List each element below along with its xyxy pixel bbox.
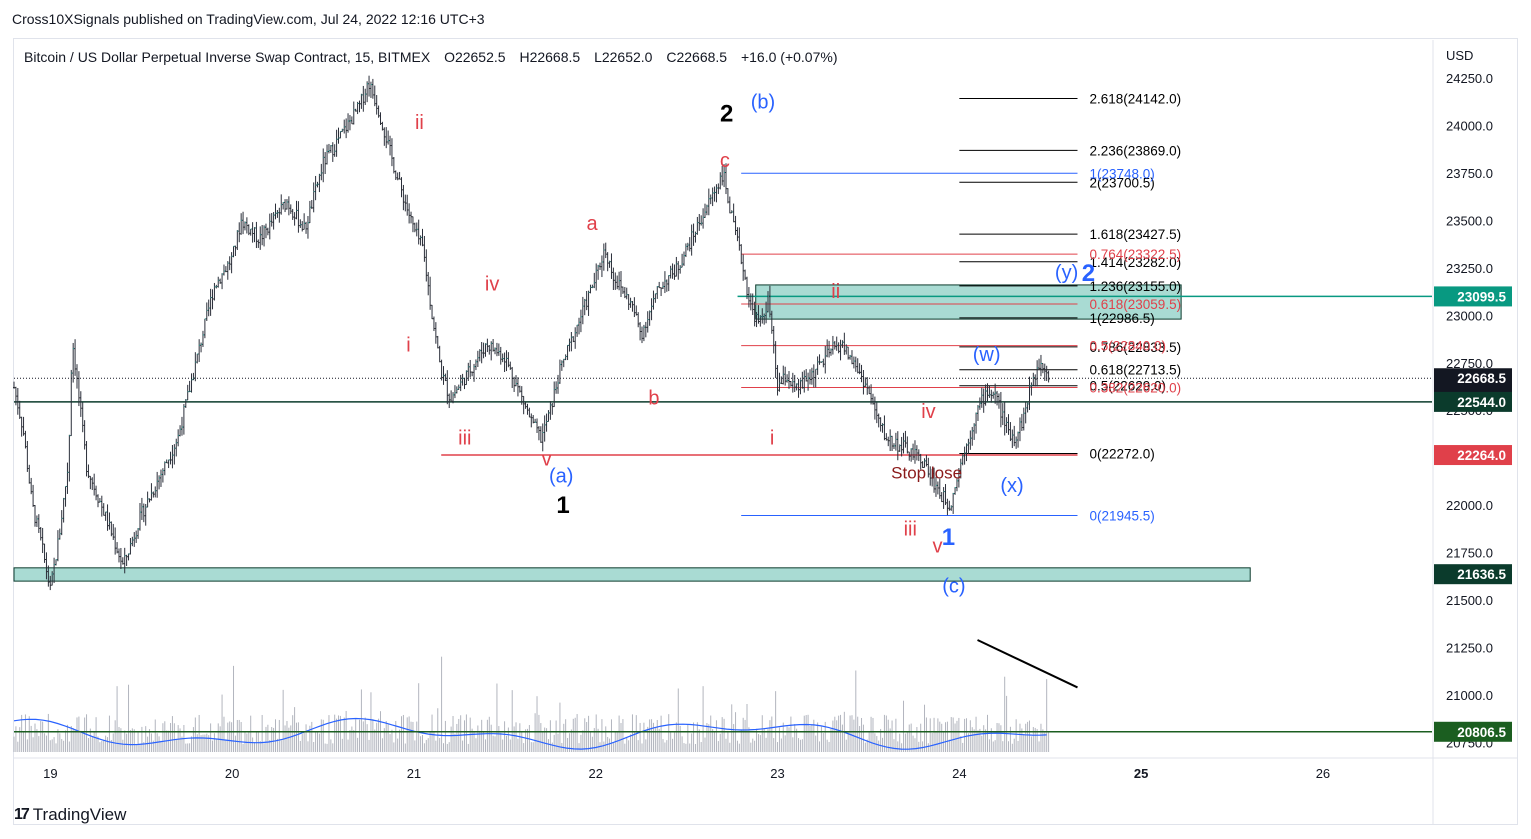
wave-label: iii [458,427,471,449]
wave-label: (c) [942,576,965,598]
wave-label: ii [415,112,424,134]
fib-level-label: 0.382(22620.0) [1090,380,1182,395]
wave-label: (b) [751,91,775,113]
fib-level-label: 1(22986.5) [1090,311,1155,326]
wave-label: (w) [973,344,1001,366]
price-tag-box [1434,564,1512,585]
y-tick-label: 23250.0 [1446,261,1493,276]
y-tick-label: 23000.0 [1446,308,1493,323]
zones-layer [13,284,1251,582]
x-tick-label: 21 [407,766,421,781]
wave-label: b [648,388,659,410]
wave-label: 2 [720,101,733,128]
wave-label: 2 [1082,260,1095,287]
fib-level-label: 2.236(23869.0) [1090,143,1182,158]
y-tick-label: 21250.0 [1446,641,1493,656]
wave-label: iii [904,519,917,541]
wave-label: Stop lose [891,464,962,483]
y-tick-label: 24000.0 [1446,118,1493,133]
volume-layer [13,656,1050,752]
y-tick-label: 21750.0 [1446,546,1493,561]
wave-label: (y) [1055,262,1078,284]
price-tag-label: 22668.5 [1457,371,1506,386]
fib-level-label: 1.236(23155.0) [1090,279,1182,294]
chart-frame [13,38,1518,825]
x-tick-label: 22 [589,766,603,781]
fib-level-label: 0.618(22713.5) [1090,363,1182,378]
fib-level-label: 0(21945.5) [1090,509,1155,524]
open-value: O22652.5 [444,49,506,65]
wave-label: (a) [549,465,573,487]
fib-level-label: 0.618(23059.5) [1090,297,1182,312]
symbol-header: Bitcoin / US Dollar Perpetual Inverse Sw… [24,49,837,65]
high-value: H22668.5 [519,49,580,65]
wave-label: c [720,150,730,172]
fib-level-label: 0.786(22833.5) [1090,340,1182,355]
wave-label: i [770,427,774,449]
x-tick-label: 26 [1316,766,1330,781]
fib-level-label: 0.764(23322.5) [1090,247,1182,262]
wave-label: iv [485,274,499,296]
wave-label: 1 [556,492,569,519]
x-tick-label: 20 [225,766,239,781]
publisher-line: Cross10XSignals published on TradingView… [12,11,485,27]
volume-ma-line [13,717,1047,750]
tradingview-logo-icon: 17 [14,806,30,823]
price-layer [13,75,1432,591]
x-tick-label: 19 [43,766,57,781]
fib-level-label: 1.618(23427.5) [1090,227,1182,242]
wave-label: v [542,448,552,470]
support-zone [13,567,1251,582]
price-tag-box [1434,445,1512,466]
symbol-name: Bitcoin / US Dollar Perpetual Inverse Sw… [24,49,431,65]
change-value: +16.0 (+0.07%) [741,49,838,65]
fibonacci-layer: 2.618(24142.0) 2.236(23869.0) 2(23700.5) 1.… [741,91,1182,524]
fib-level-label: 0(22272.0) [1090,447,1155,462]
price-tag-box [1434,391,1512,412]
y-tick-label: 22750.0 [1446,356,1493,371]
y-tick-label: 22000.0 [1446,498,1493,513]
wave-label: i [406,334,410,356]
x-tick-label: 25 [1134,766,1148,781]
y-tick-label: 21000.0 [1446,688,1493,703]
price-tag-label: 20806.5 [1457,725,1506,740]
wave-label: (x) [1000,475,1023,497]
axis-layer: 24250.0 24000.0 23750.0 23500.0 23250.0 23000… [14,40,1518,825]
price-tag-label: 21636.5 [1457,567,1506,582]
fib-level-label: 2.618(24142.0) [1090,91,1182,106]
wave-label: 1 [942,524,955,551]
price-tag-label: 22264.0 [1457,448,1506,463]
price-tag-label: 23099.5 [1457,289,1506,304]
currency-label: USD [1446,48,1473,63]
fib-level-label: 2(23700.5) [1090,175,1155,190]
price-tag-box [1434,721,1512,742]
x-tick-label: 24 [952,766,966,781]
fib-level-label: 0.5(22629.0) [1090,379,1167,394]
fib-level-label: 1.414(23282.0) [1090,255,1182,270]
low-value: L22652.0 [594,49,653,65]
y-tick-label: 24250.0 [1446,71,1493,86]
fib-level-label: 0.5(22840.0) [1090,339,1167,354]
y-tick-label: 23500.0 [1446,213,1493,228]
y-tick-label: 21500.0 [1446,593,1493,608]
wave-label: a [587,213,599,235]
price-tag-box [1434,286,1512,307]
support-zone [755,284,1182,320]
footer-brand-label: TradingView [32,805,127,824]
horizontal-lines-layer [14,295,1432,733]
x-tick-label: 23 [770,766,784,781]
price-tag-label: 22544.0 [1457,395,1506,410]
footer-brand[interactable]: 17 TradingView [14,805,126,825]
wave-label: ii [831,281,840,303]
fib-level-label: 1(23748.0) [1090,166,1155,181]
wave-label: iv [921,401,935,423]
y-tick-label: 23750.0 [1446,166,1493,181]
close-value: C22668.5 [666,49,727,65]
wave-label: v [933,536,943,558]
volume-trend-line [977,639,1078,689]
